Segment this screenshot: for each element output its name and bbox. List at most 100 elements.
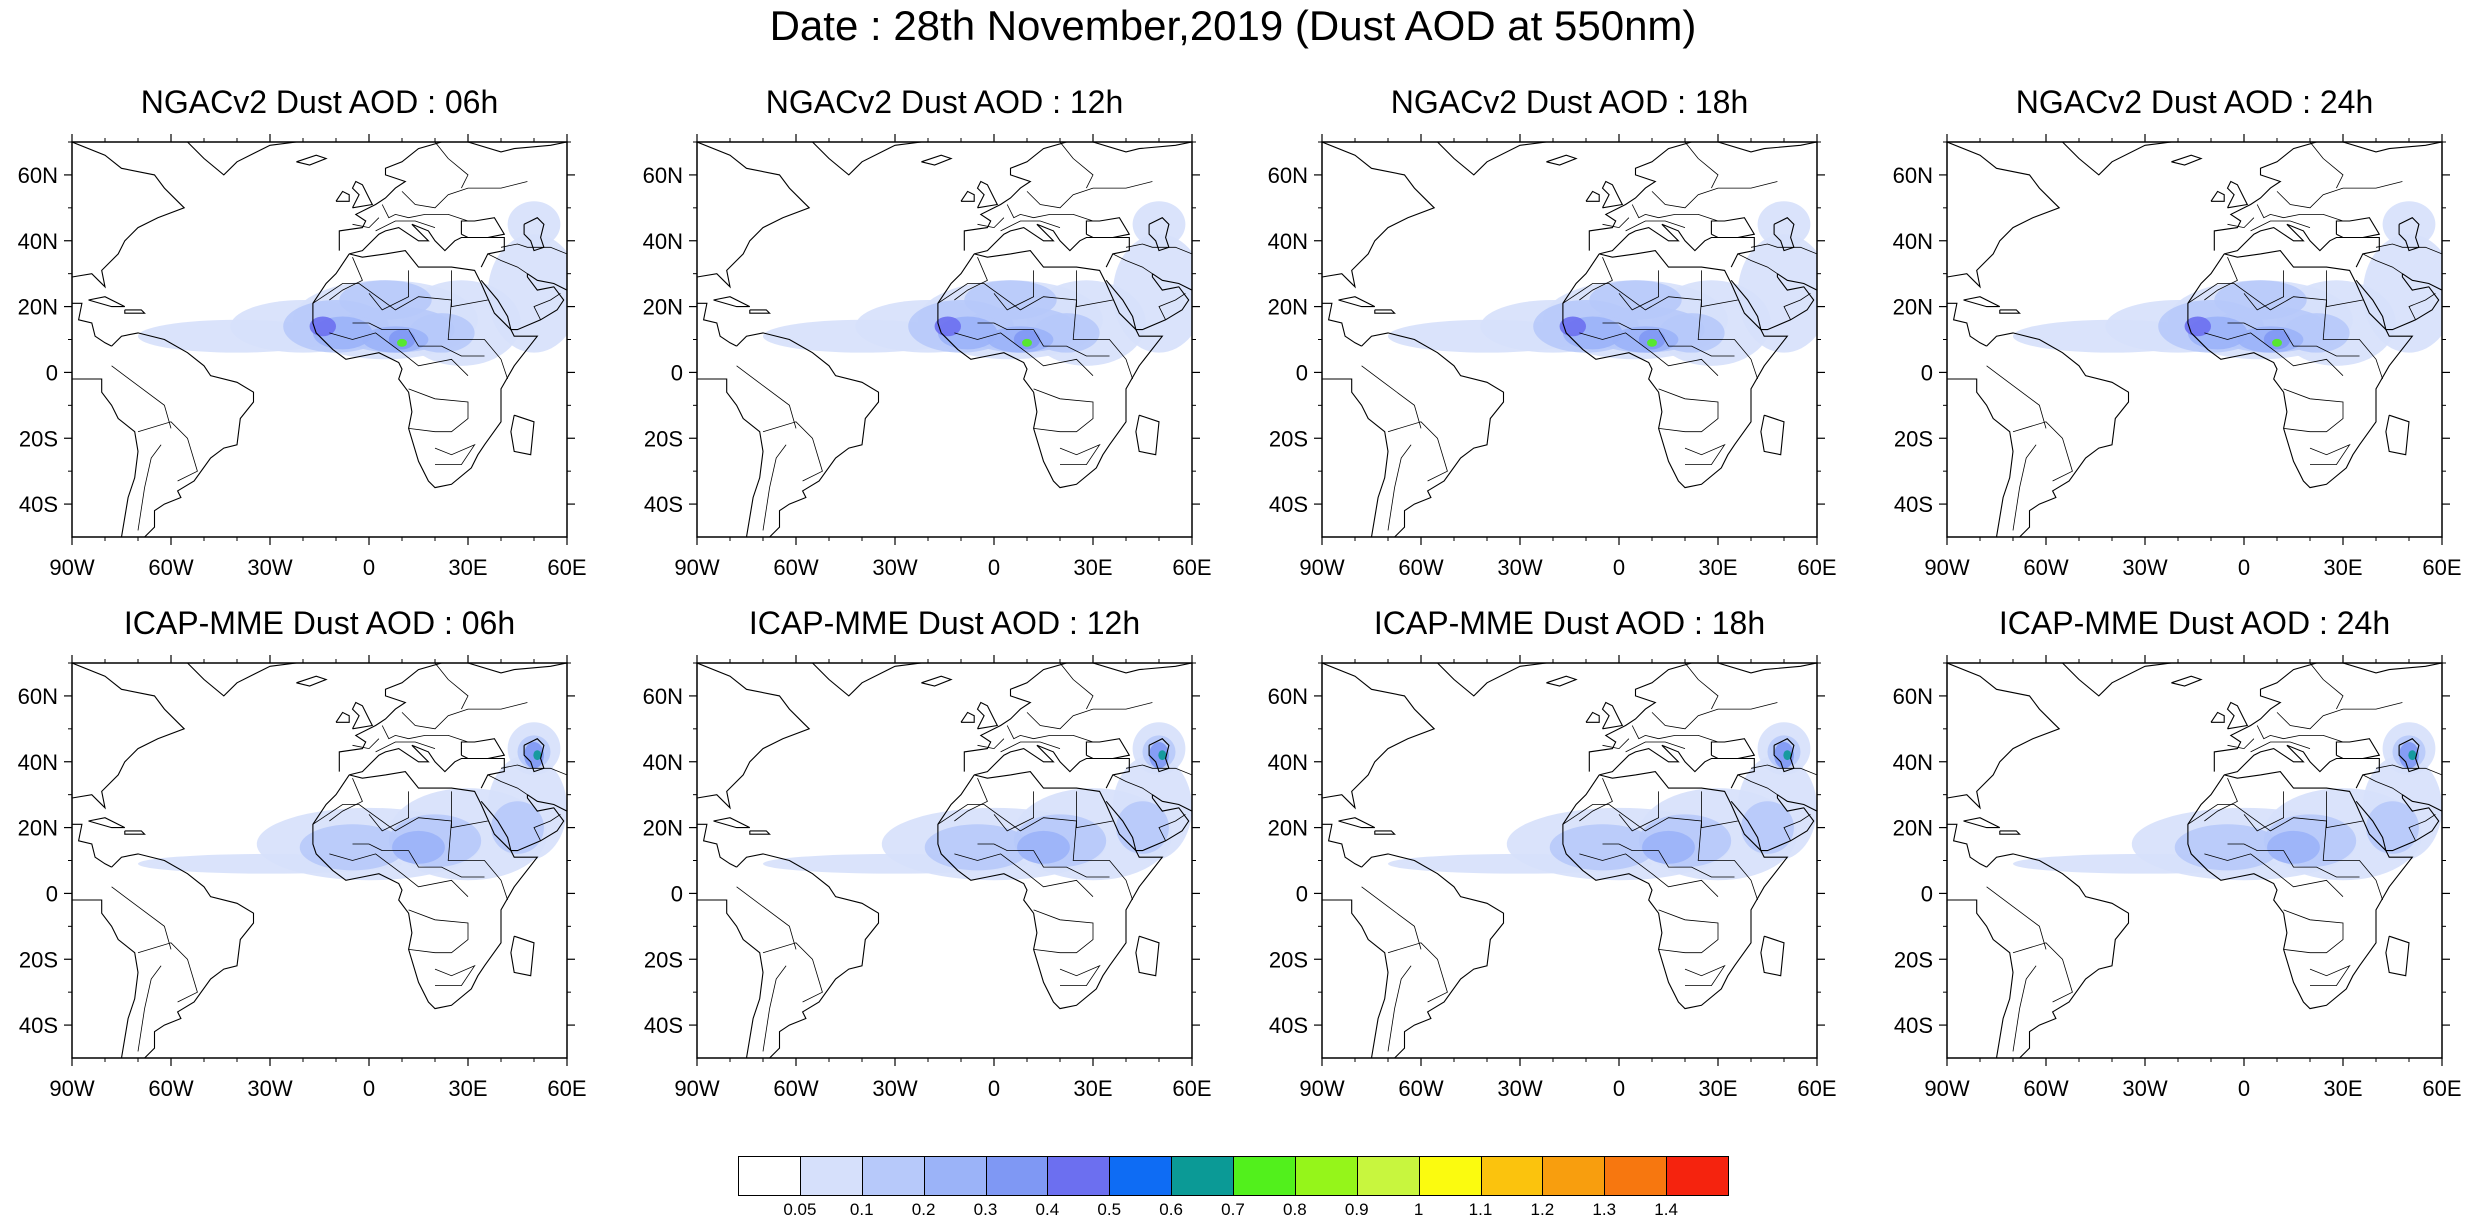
lat-tick-label: 20N bbox=[1268, 816, 1308, 841]
coastline bbox=[124, 309, 146, 314]
dust-plume bbox=[2408, 750, 2417, 761]
lat-tick-label: 60N bbox=[18, 684, 58, 709]
coastline bbox=[1760, 414, 1785, 456]
lat-tick-label: 60N bbox=[643, 684, 683, 709]
country-border bbox=[2012, 965, 2037, 1052]
lon-tick-label: 0 bbox=[2238, 555, 2250, 580]
country-border bbox=[1387, 421, 1448, 482]
country-border bbox=[312, 804, 488, 832]
coastline bbox=[960, 190, 975, 202]
panel-title: NGACv2 Dust AOD : 12h bbox=[765, 84, 1124, 120]
country-border bbox=[2283, 388, 2344, 433]
country-border bbox=[1112, 253, 1153, 275]
lat-tick-label: 20N bbox=[1268, 295, 1308, 320]
country-border bbox=[2256, 725, 2344, 743]
coastline bbox=[749, 309, 771, 314]
country-border bbox=[408, 909, 469, 954]
colorbar-swatch bbox=[1233, 1156, 1296, 1196]
coastline bbox=[72, 899, 139, 1058]
coastline bbox=[2213, 663, 2442, 772]
coastline bbox=[88, 296, 126, 308]
colorbar-swatch bbox=[923, 1156, 987, 1196]
country-border bbox=[2256, 204, 2344, 222]
map-panel: ICAP-MME Dust AOD : 12h 90W 60W 30W 0 30E 60E 6… bbox=[637, 605, 1252, 1120]
coastline bbox=[460, 738, 506, 760]
country-border bbox=[533, 814, 561, 841]
coastline bbox=[1562, 771, 1789, 1010]
country-border bbox=[954, 778, 988, 822]
country-border bbox=[1562, 283, 1738, 311]
country-border bbox=[1625, 220, 1686, 232]
country-border bbox=[487, 774, 528, 796]
lon-tick-label: 90W bbox=[1924, 555, 1969, 580]
colorbar-label: 0.05 bbox=[783, 1200, 817, 1219]
country-border bbox=[312, 283, 488, 311]
coastline bbox=[527, 273, 567, 291]
coastline bbox=[812, 142, 922, 176]
lon-tick-label: 30E bbox=[1073, 555, 1112, 580]
lon-tick-label: 60E bbox=[547, 1076, 586, 1101]
coastline bbox=[1601, 701, 1624, 730]
lat-tick-label: 40S bbox=[644, 1013, 683, 1038]
country-border bbox=[762, 942, 823, 1003]
country-border bbox=[762, 965, 787, 1052]
coastline bbox=[1085, 217, 1131, 239]
coastline bbox=[713, 296, 751, 308]
panel-title: NGACv2 Dust AOD : 06h bbox=[140, 84, 499, 120]
country-border bbox=[381, 725, 469, 743]
dust-map: 90W 60W 30W 0 30E 60E 60N 40N 20N 0 20S 40S bbox=[643, 655, 1212, 1101]
country-border bbox=[1684, 142, 1719, 189]
coastline bbox=[1588, 663, 1817, 772]
colorbar-label: 0.5 bbox=[1097, 1200, 1122, 1219]
country-border bbox=[1026, 702, 1153, 730]
map-panel: ICAP-MME Dust AOD : 18h 90W 60W 30W 0 30E 60E 6… bbox=[1262, 605, 1877, 1120]
lon-tick-label: 90W bbox=[674, 555, 719, 580]
country-border bbox=[977, 217, 1005, 229]
coastline bbox=[1135, 935, 1160, 977]
dust-plume bbox=[2267, 830, 2320, 864]
lon-tick-label: 90W bbox=[1299, 1076, 1344, 1101]
coastline bbox=[1374, 309, 1396, 314]
country-border bbox=[1750, 764, 1817, 776]
coastline bbox=[1760, 935, 1785, 977]
country-border bbox=[1000, 741, 1061, 753]
country-border bbox=[2204, 257, 2238, 301]
lon-tick-label: 60E bbox=[2422, 1076, 2461, 1101]
lon-tick-label: 60W bbox=[148, 1076, 193, 1101]
lon-tick-label: 30E bbox=[448, 555, 487, 580]
colorbar-swatch bbox=[1542, 1156, 1606, 1196]
coastline bbox=[2213, 142, 2442, 251]
lat-tick-label: 0 bbox=[1921, 360, 1933, 385]
coastline bbox=[296, 675, 328, 687]
colorbar-swatch bbox=[1418, 1156, 1482, 1196]
dust-plume bbox=[924, 824, 1031, 871]
coastline bbox=[2355, 273, 2440, 331]
lat-tick-label: 0 bbox=[1921, 881, 1933, 906]
country-border bbox=[1602, 738, 1630, 750]
lon-tick-label: 0 bbox=[2238, 1076, 2250, 1101]
coastline bbox=[1947, 142, 2061, 347]
country-border bbox=[736, 365, 797, 429]
country-border bbox=[2322, 791, 2383, 901]
country-border bbox=[487, 253, 528, 275]
country-border bbox=[1125, 764, 1192, 776]
country-border bbox=[2322, 270, 2383, 380]
colorbar-swatch bbox=[738, 1156, 801, 1196]
country-border bbox=[2012, 421, 2073, 482]
coastline bbox=[963, 142, 1192, 251]
figure-title: Date : 28th November,2019 (Dust AOD at 5… bbox=[769, 2, 1697, 49]
coastline bbox=[1710, 738, 1756, 760]
coastline bbox=[1710, 217, 1756, 239]
country-border bbox=[1602, 843, 1735, 878]
coastline bbox=[72, 378, 139, 537]
coastline bbox=[335, 711, 350, 723]
dust-plume bbox=[2382, 201, 2436, 248]
coastline bbox=[974, 223, 1130, 268]
coastline bbox=[2226, 701, 2249, 730]
country-border bbox=[2362, 253, 2403, 275]
lat-tick-label: 20N bbox=[1893, 295, 1933, 320]
country-border bbox=[111, 365, 172, 429]
coastline bbox=[1963, 817, 2001, 829]
country-border bbox=[2250, 741, 2311, 753]
coastline bbox=[1963, 296, 2001, 308]
